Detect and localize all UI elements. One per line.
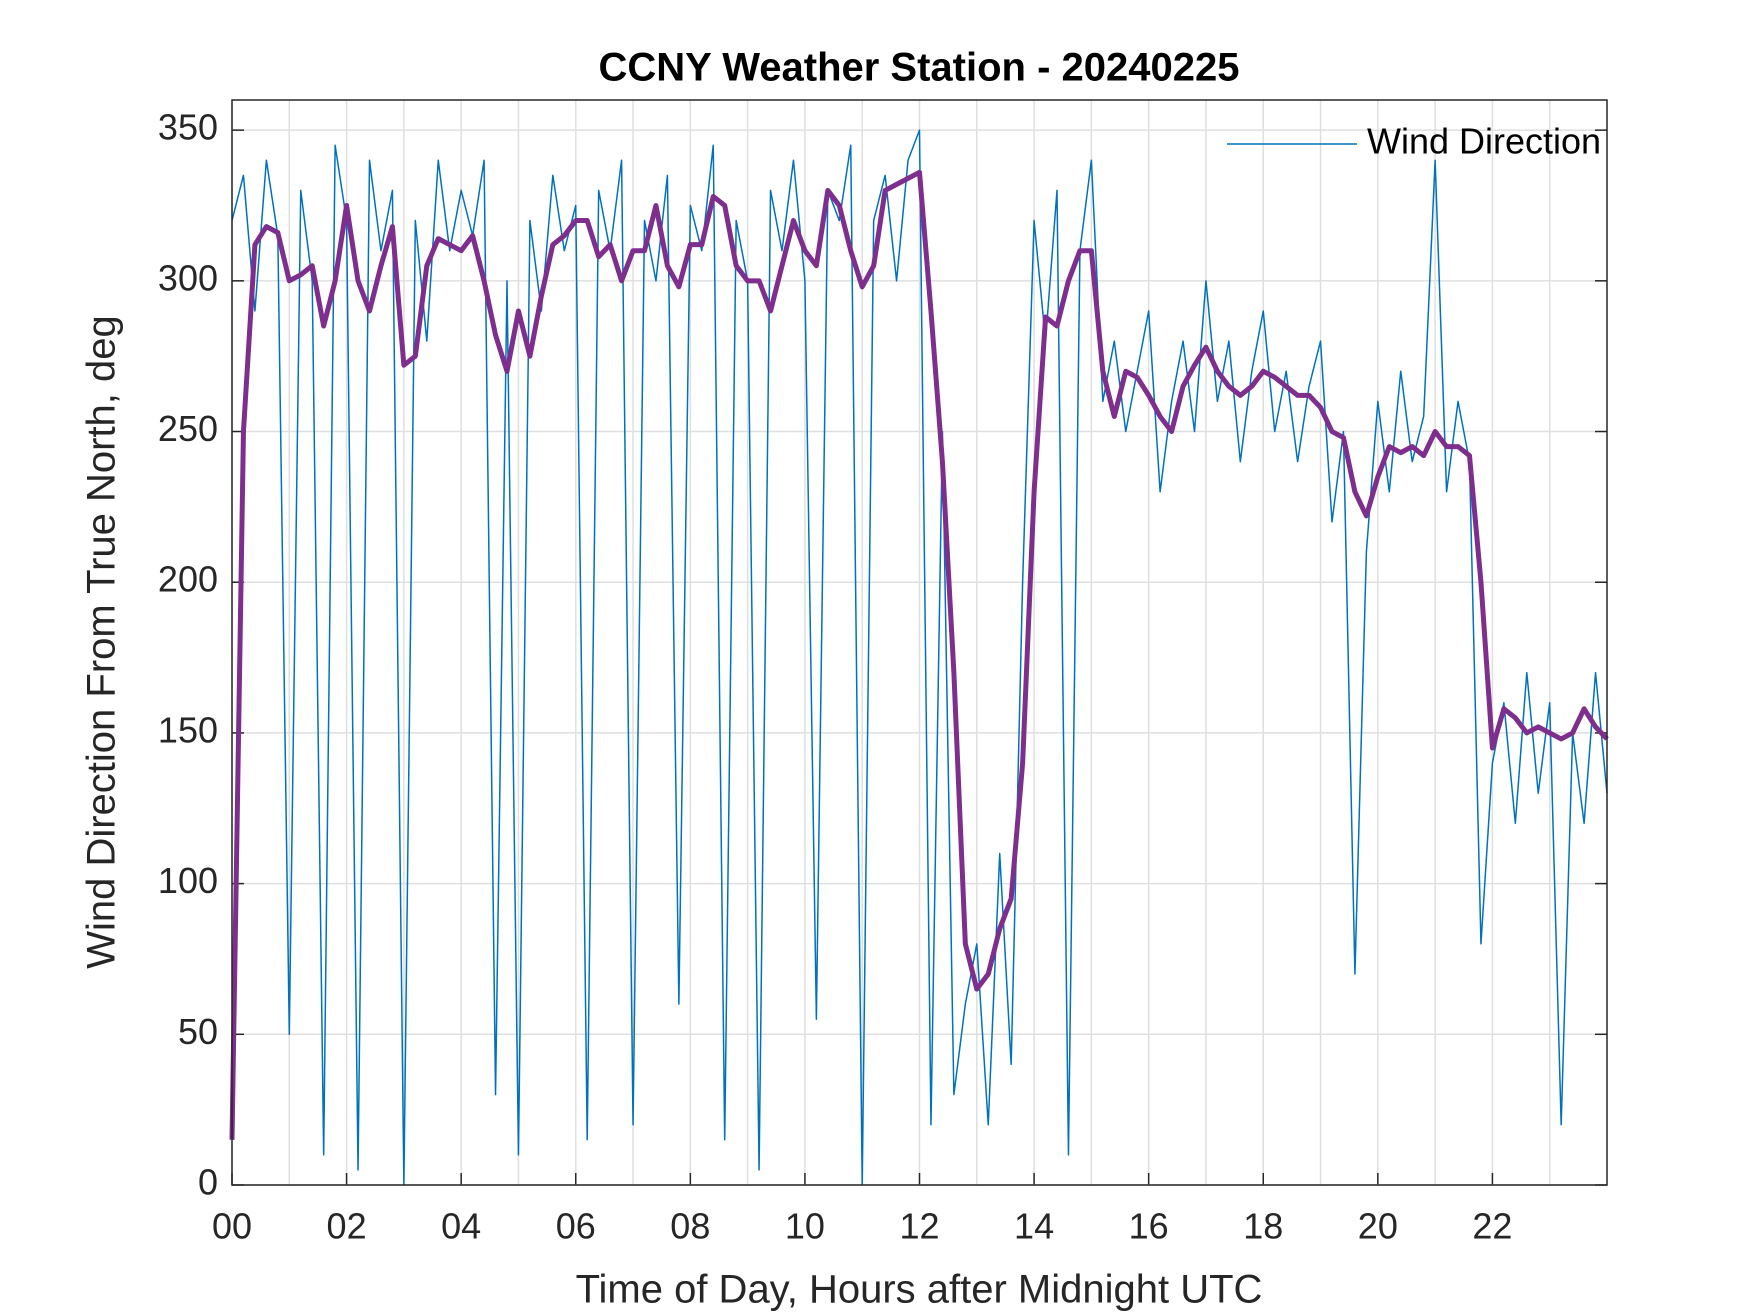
y-tick-label: 250: [158, 408, 218, 449]
y-tick-label: 100: [158, 860, 218, 901]
x-tick-label: 16: [1129, 1206, 1169, 1247]
y-axis-label: Wind Direction From True North, deg: [80, 315, 124, 969]
x-tick-label: 06: [556, 1206, 596, 1247]
x-tick-label: 08: [670, 1206, 710, 1247]
x-tick-label: 12: [899, 1206, 939, 1247]
x-tick-label: 02: [327, 1206, 367, 1247]
x-tick-label: 20: [1358, 1206, 1398, 1247]
x-tick-label: 22: [1472, 1206, 1512, 1247]
y-tick-label: 150: [158, 709, 218, 750]
y-tick-label: 350: [158, 107, 218, 148]
data-line: [229, 169, 1609, 1140]
y-tick-label: 0: [198, 1162, 218, 1203]
x-tick-label: 10: [785, 1206, 825, 1247]
x-tick-label: 18: [1243, 1206, 1283, 1247]
x-axis-label: Time of Day, Hours after Midnight UTC: [576, 1268, 1263, 1312]
y-tick-label: 50: [178, 1011, 218, 1052]
x-tick-label: 00: [212, 1206, 252, 1247]
x-tick-label: 04: [441, 1206, 481, 1247]
plot-frame: [231, 99, 1608, 1186]
chart-title: CCNY Weather Station - 20240225: [599, 46, 1240, 90]
y-tick-label: 300: [158, 257, 218, 298]
data-line: [231, 129, 1608, 1186]
y-tick-label: 200: [158, 559, 218, 600]
legend-label: Wind Direction: [1367, 121, 1601, 162]
x-tick-label: 14: [1014, 1206, 1054, 1247]
